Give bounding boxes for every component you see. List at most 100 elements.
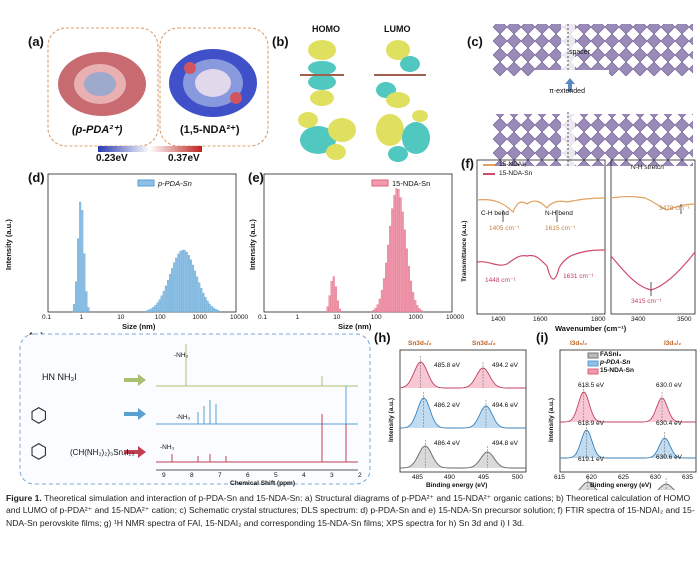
dls-bar bbox=[164, 285, 167, 313]
xtick-i-630: 630 bbox=[650, 474, 661, 481]
dls-bar bbox=[410, 280, 413, 313]
dls-bar bbox=[210, 306, 213, 313]
xtick-i-635: 635 bbox=[682, 474, 693, 481]
xtick-e-0: 0.1 bbox=[258, 314, 268, 321]
xtick-g-2: 7 bbox=[218, 472, 222, 479]
spacer-annot-top: π-extended bbox=[549, 88, 585, 95]
i-val-4: 619.1 eV bbox=[578, 456, 605, 463]
dls-bar bbox=[212, 307, 215, 313]
xlabel-f: Wavenumber (cm⁻¹) bbox=[555, 324, 627, 333]
sn-val-1: 494.2 eV bbox=[492, 362, 519, 369]
xtick-e-3: 100 bbox=[370, 314, 382, 321]
peak-i-right: I3d₃/₂ bbox=[664, 340, 682, 347]
scale-min: 0.23eV bbox=[96, 153, 128, 164]
xtick-g-1: 8 bbox=[190, 472, 194, 479]
dls-bar bbox=[214, 309, 217, 313]
dls-bar bbox=[187, 255, 190, 313]
xlabel-d: Size (nm) bbox=[122, 322, 156, 331]
xtick-d-2: 10 bbox=[117, 314, 125, 321]
svg-text:⬡: ⬡ bbox=[30, 441, 47, 463]
legend-d: p-PDA-Sn bbox=[158, 179, 192, 188]
xtick-g-5: 4 bbox=[302, 472, 306, 479]
crystal-structure bbox=[493, 24, 693, 166]
i-val-0: 618.5 eV bbox=[578, 382, 605, 389]
panel-i: (i) FASnI₃ p-PDA-Sn 15-NDA-Sn I3d₅/₂ I3d… bbox=[534, 330, 700, 490]
i-val-1: 630.0 eV bbox=[656, 382, 683, 389]
orbital-plots bbox=[298, 40, 430, 162]
xps-fill bbox=[560, 430, 696, 458]
homo-label: HOMO bbox=[312, 24, 340, 34]
xlabel-e: Size (nm) bbox=[338, 322, 372, 331]
mol1-label: (p-PDA²⁺) bbox=[72, 124, 123, 136]
dls-bar bbox=[75, 281, 78, 313]
xtick-f-1600: 1600 bbox=[533, 316, 548, 323]
dls-bar bbox=[418, 308, 421, 313]
xlabel-h: Binding energy (eV) bbox=[426, 482, 488, 489]
dls-bar bbox=[206, 300, 209, 313]
legend-e: 15-NDA-Sn bbox=[392, 179, 431, 188]
panel-f-label: (f) bbox=[461, 156, 474, 171]
lumo-label: LUMO bbox=[384, 24, 411, 34]
xtick-i-620: 620 bbox=[586, 474, 597, 481]
panel-b-label: (b) bbox=[272, 34, 289, 49]
xlabel-i: Binding energy (eV) bbox=[590, 482, 652, 489]
dls-bar bbox=[77, 238, 80, 313]
xtick-g-4: 5 bbox=[274, 472, 278, 479]
dls-bar bbox=[414, 300, 417, 313]
legend-f2: 15-NDA-Sn bbox=[499, 170, 533, 177]
ylabel-f: Transmittance (a.u.) bbox=[461, 220, 468, 282]
panel-e: (e) 15-NDA-Sn Size (nm) Intensity (a.u.)… bbox=[240, 170, 464, 331]
dls-bar bbox=[326, 306, 329, 313]
dls-bar bbox=[372, 309, 375, 313]
dls-bar bbox=[191, 264, 194, 313]
dls-bar bbox=[198, 282, 201, 313]
dls-chart-e bbox=[263, 173, 453, 313]
formula-fasn: (CH(NH₂)₂)₃Sn₄I₁₃ bbox=[70, 448, 135, 457]
dls-bar bbox=[416, 305, 419, 313]
i-val-5: 630.6 eV bbox=[656, 454, 683, 461]
dls-bar bbox=[378, 298, 381, 313]
nmr-chart: ⬡ ⬡ bbox=[19, 333, 371, 485]
dls-bar bbox=[148, 309, 151, 313]
dls-bar bbox=[399, 197, 402, 313]
dls-bar bbox=[169, 274, 172, 313]
dls-bar bbox=[160, 295, 163, 313]
dls-bars-e bbox=[326, 188, 423, 313]
xtick-i-615: 615 bbox=[554, 474, 565, 481]
xps-curve bbox=[578, 481, 676, 490]
dls-bar bbox=[146, 310, 149, 313]
dls-bar bbox=[196, 276, 199, 313]
panel-i-label: (i) bbox=[536, 330, 549, 345]
dls-bar bbox=[385, 262, 388, 313]
ylabel-h: Intensity (a.u.) bbox=[388, 397, 395, 442]
peak-sn-right: Sn3d₃/₂ bbox=[472, 340, 496, 347]
dls-bar bbox=[395, 188, 398, 313]
dls-bar bbox=[183, 250, 186, 313]
dls-bar bbox=[200, 287, 203, 313]
panel-e-label: (e) bbox=[248, 170, 264, 185]
xtick-d-1: 1 bbox=[79, 314, 84, 321]
dls-bar bbox=[156, 302, 159, 313]
mol2-label: (1,5-NDA²⁺) bbox=[180, 124, 240, 136]
ann-1631: 1631 cm⁻¹ bbox=[563, 273, 594, 280]
dls-bar bbox=[334, 286, 337, 313]
xps-sn-chart bbox=[399, 349, 527, 473]
dls-bar bbox=[194, 270, 197, 313]
ann-nh-stretch: N-H stretch bbox=[631, 164, 664, 171]
ftir-chart bbox=[476, 159, 696, 315]
legend-f1: 15-NDAI₂ bbox=[499, 161, 527, 168]
ylabel-d: Intensity (a.u.) bbox=[4, 219, 13, 270]
caption-text: Theoretical simulation and interaction o… bbox=[6, 493, 695, 528]
panel-g: (g) ⬡ ⬡ HN NH₃I (CH(NH₂)₂)₃Sn₄I₁₃ -NH₃ -… bbox=[0, 330, 372, 490]
dls-bar bbox=[376, 304, 379, 313]
xtick-d-0: 0.1 bbox=[42, 314, 52, 321]
xtick-g-6: 3 bbox=[330, 472, 334, 479]
sn-val-4: 486.4 eV bbox=[434, 440, 461, 447]
dls-bar bbox=[150, 308, 153, 313]
panel-h-label: (h) bbox=[374, 330, 391, 345]
xtick-h-500: 500 bbox=[512, 474, 523, 481]
ylabel-i: Intensity (a.u.) bbox=[548, 397, 555, 442]
xtick-d-5: 10000 bbox=[230, 314, 249, 321]
xtick-d-3: 100 bbox=[154, 314, 166, 321]
dls-chart-d bbox=[47, 173, 237, 313]
